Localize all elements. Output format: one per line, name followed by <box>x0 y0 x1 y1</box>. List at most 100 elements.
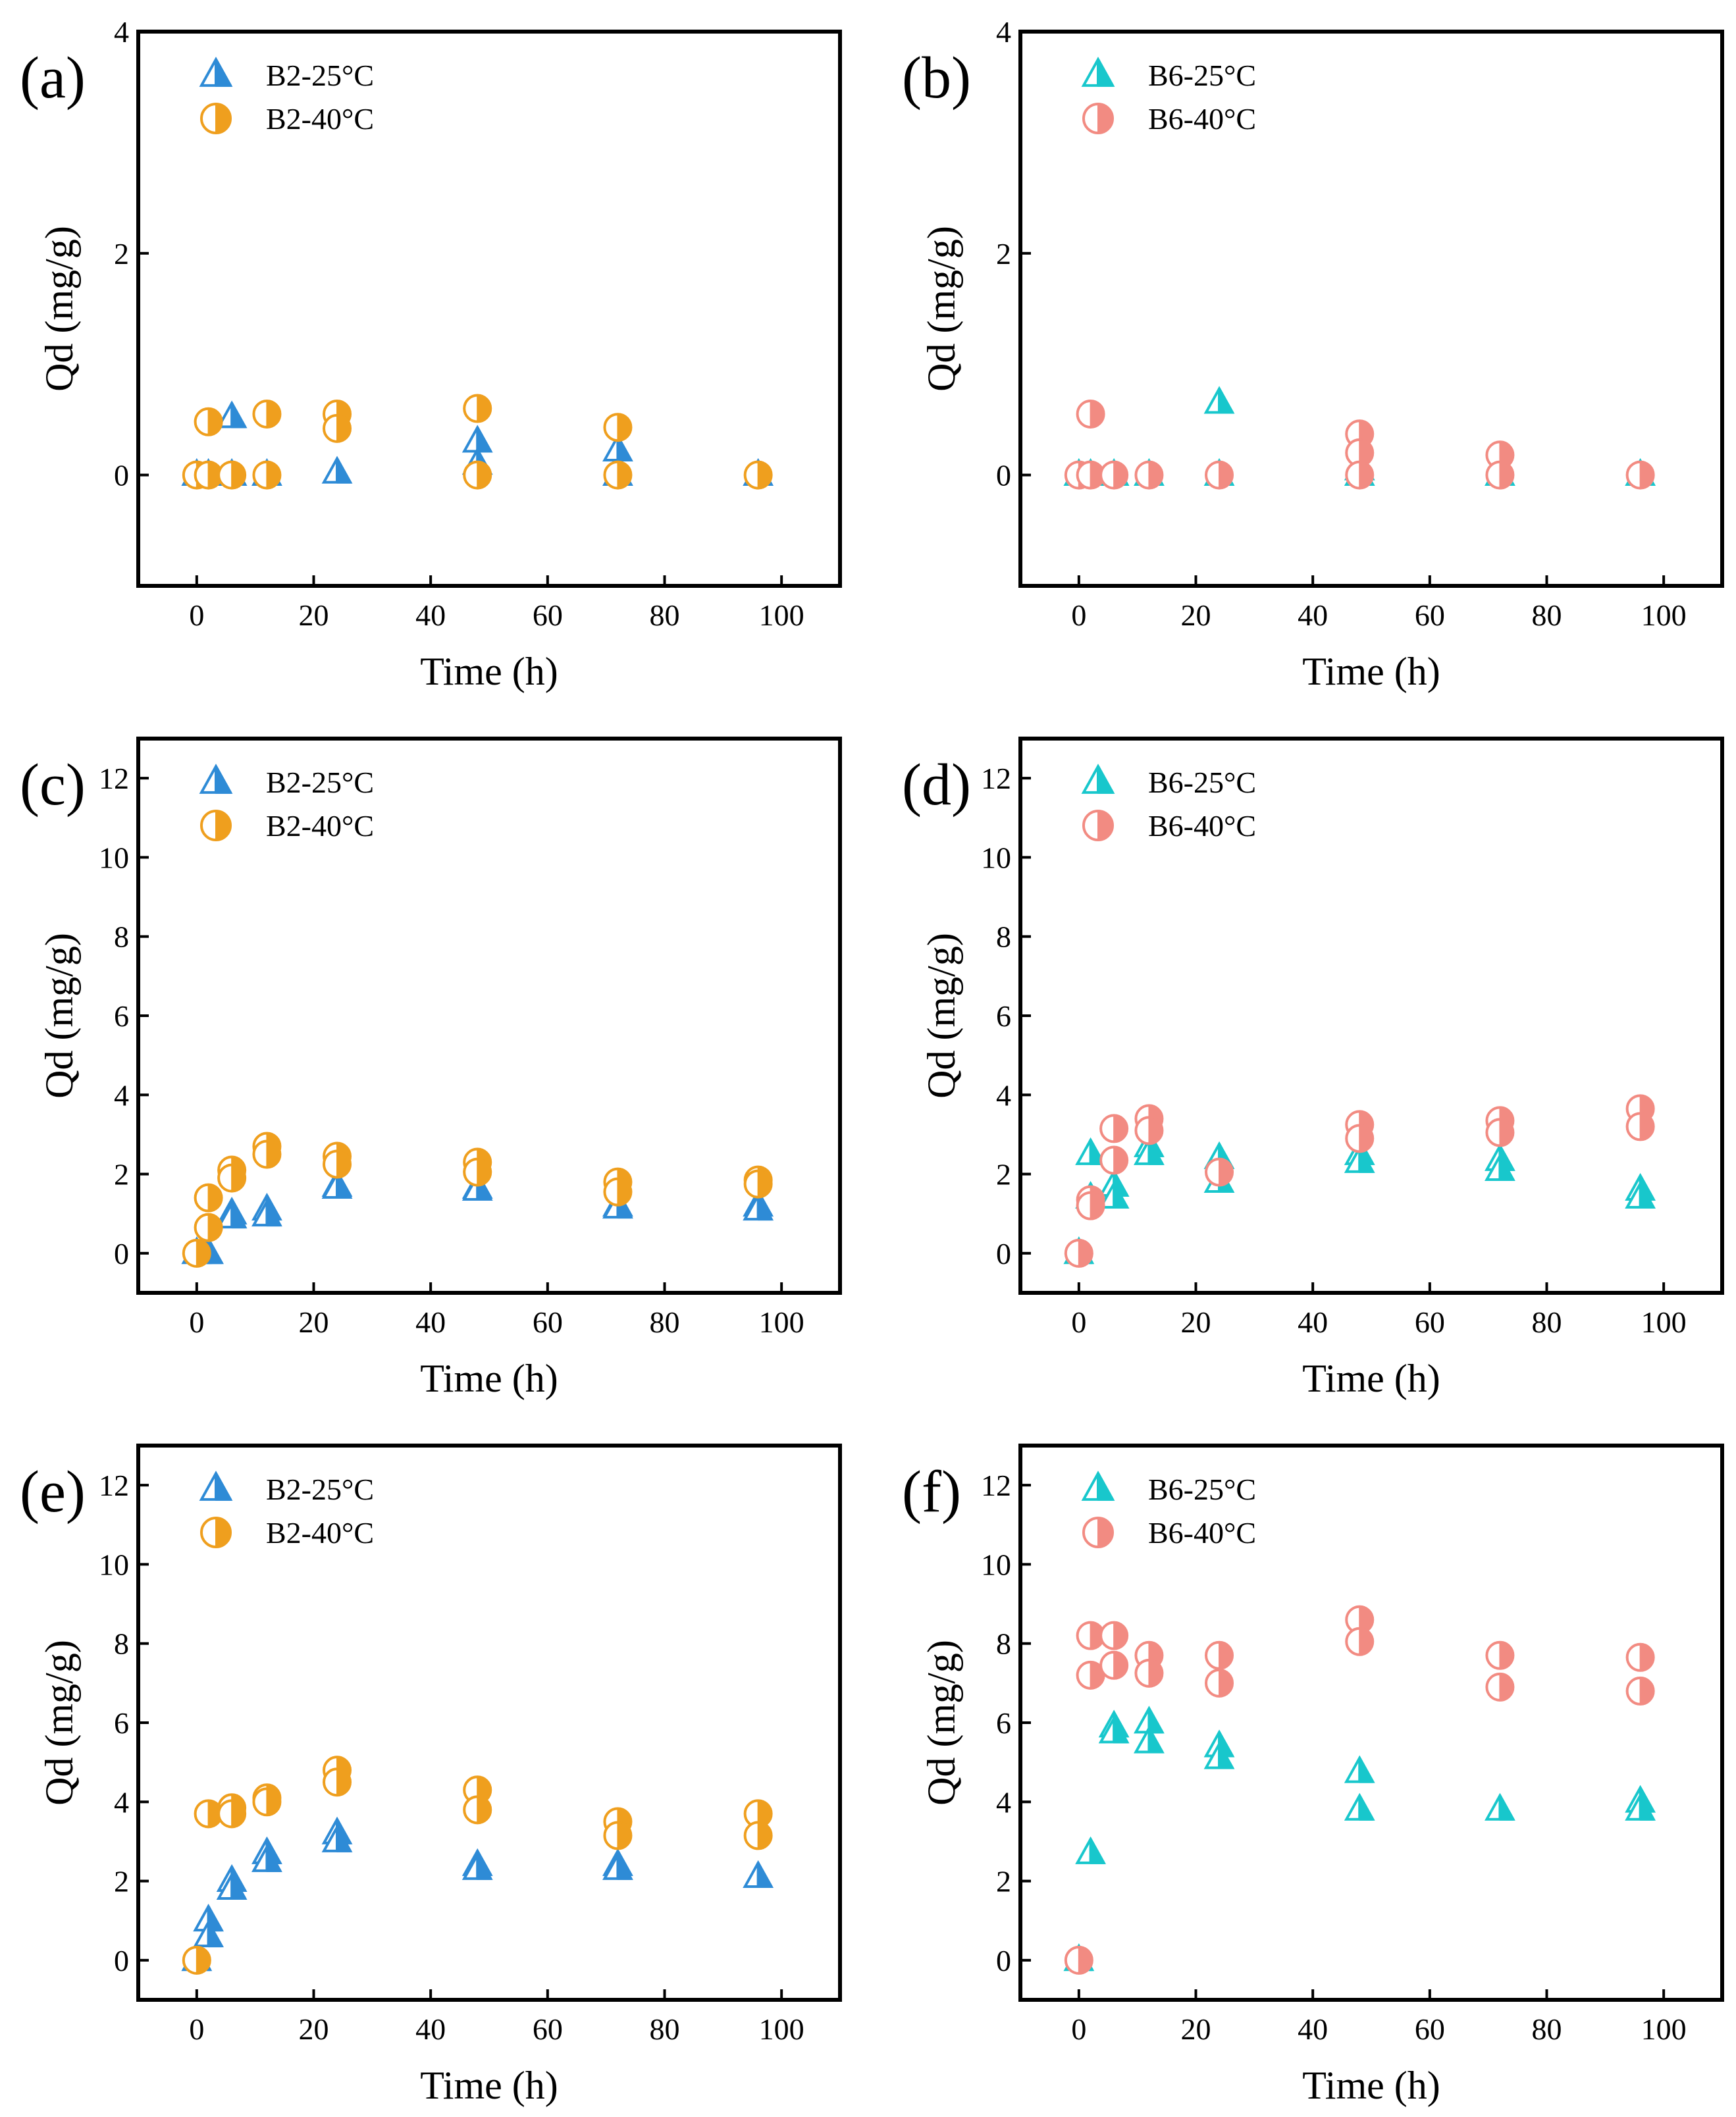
data-point-f-s1-3 <box>1099 1621 1129 1650</box>
data-point-c-s0-13 <box>743 1192 774 1221</box>
y-tick-label-e-8: 8 <box>114 1627 129 1661</box>
y-tick-label-e-2: 2 <box>114 1865 129 1898</box>
x-tick-label-a-60: 60 <box>533 598 563 632</box>
x-axis-title-f: Time (h) <box>1302 2064 1440 2107</box>
data-point-b-s1-1 <box>1076 399 1105 429</box>
axes-frame-d <box>1018 737 1724 1295</box>
data-point-e-s0-10 <box>461 1852 493 1880</box>
x-tick-label-a-80: 80 <box>650 598 680 632</box>
axes-frame-f <box>1018 1444 1724 2002</box>
data-point-c-s0-3 <box>216 1201 248 1229</box>
x-tick-label-c-100: 100 <box>759 1305 804 1339</box>
y-tick-label-c-0: 0 <box>114 1237 129 1270</box>
legend-label-b-1: B6-40°C <box>1148 102 1256 136</box>
data-point-e-s1-1 <box>194 1799 223 1829</box>
legend-label-c-1: B2-40°C <box>266 809 374 843</box>
panel-c: (c) 0 20 40 60 80 100 0 2 4 6 8 10 12 Time (h) Qd (mg/g… <box>20 737 842 1400</box>
data-point-e-s0-13 <box>743 1860 774 1888</box>
y-tick-label-d-0: 0 <box>996 1237 1011 1270</box>
x-tick-label-e-100: 100 <box>759 2012 804 2046</box>
data-point-d-s1-7 <box>1205 1157 1234 1187</box>
x-tick-label-b-20: 20 <box>1181 598 1211 632</box>
axes-frame-c <box>136 737 842 1295</box>
data-point-d-s1-3 <box>1099 1114 1129 1143</box>
y-tick-label-c-2: 2 <box>114 1158 129 1191</box>
data-point-c-s1-2 <box>194 1213 223 1242</box>
data-point-c-s1-8 <box>323 1149 352 1179</box>
y-tick-label-a-4: 4 <box>114 15 129 49</box>
data-point-a-s0-2 <box>216 400 248 429</box>
x-axis-title-c: Time (h) <box>420 1357 558 1400</box>
axes-frame-b <box>1018 30 1724 588</box>
y-tick-label-e-4: 4 <box>114 1785 129 1819</box>
data-point-a-s1-3 <box>217 460 247 490</box>
data-point-f-s0-12 <box>1625 1792 1656 1821</box>
data-point-c-s1-4 <box>217 1163 247 1193</box>
data-point-f-s1-9 <box>1345 1605 1375 1634</box>
data-point-c-s1-12 <box>603 1177 633 1207</box>
data-point-f-s1-13 <box>1625 1642 1655 1672</box>
data-point-f-s0-5 <box>1134 1725 1165 1754</box>
y-tick-label-c-4: 4 <box>114 1078 129 1112</box>
panel-b: (b) 0 20 40 60 80 100 0 2 4 Time (h) Qd (mg/g) B6-25… <box>902 15 1724 693</box>
x-tick-label-e-20: 20 <box>299 2012 329 2046</box>
data-point-f-s1-8 <box>1205 1668 1234 1698</box>
y-tick-label-b-2: 2 <box>996 237 1011 271</box>
data-point-c-s1-0 <box>182 1238 211 1268</box>
legend-label-f-0: B6-25°C <box>1148 1473 1256 1506</box>
legend-marker-c-1 <box>200 810 232 841</box>
data-point-a-s1-11 <box>603 460 633 490</box>
legend-marker-d-1 <box>1082 810 1114 841</box>
x-tick-label-d-80: 80 <box>1532 1305 1562 1339</box>
data-point-f-s1-12 <box>1485 1672 1515 1702</box>
legend-marker-e-0 <box>199 1471 233 1501</box>
x-axis-title-e: Time (h) <box>420 2064 558 2107</box>
legend-marker-b-1 <box>1082 103 1114 134</box>
x-axis-title-d: Time (h) <box>1302 1357 1440 1400</box>
y-tick-label-e-10: 10 <box>99 1548 129 1581</box>
y-axis-title-b: Qd (mg/g) <box>920 226 963 392</box>
x-tick-label-b-80: 80 <box>1532 598 1562 632</box>
data-point-f-s1-4 <box>1099 1650 1129 1680</box>
data-point-d-s1-6 <box>1134 1116 1164 1145</box>
x-tick-label-d-100: 100 <box>1641 1305 1687 1339</box>
data-point-b-s1-2 <box>1076 460 1105 490</box>
axes-frame-e <box>136 1444 842 2002</box>
data-point-e-s0-2 <box>193 1920 224 1948</box>
y-tick-label-a-2: 2 <box>114 237 129 271</box>
data-point-d-s0-6 <box>1134 1137 1165 1165</box>
x-tick-label-c-0: 0 <box>189 1305 204 1339</box>
data-point-d-s0-4 <box>1098 1180 1130 1209</box>
panel-label-e: (e) <box>20 1459 86 1525</box>
legend-label-b-0: B6-25°C <box>1148 59 1256 92</box>
y-tick-label-c-12: 12 <box>99 762 129 795</box>
x-tick-label-d-0: 0 <box>1071 1305 1086 1339</box>
data-point-e-s0-6 <box>251 1844 282 1872</box>
x-tick-label-e-0: 0 <box>189 2012 204 2046</box>
data-point-c-s0-7 <box>321 1170 353 1199</box>
y-tick-label-b-4: 4 <box>996 15 1011 49</box>
legend-marker-f-0 <box>1081 1471 1115 1501</box>
data-point-a-s1-9 <box>463 460 492 490</box>
x-tick-label-c-20: 20 <box>299 1305 329 1339</box>
y-tick-label-f-4: 4 <box>996 1785 1011 1819</box>
y-tick-label-a-0: 0 <box>114 459 129 492</box>
x-tick-label-e-60: 60 <box>533 2012 563 2046</box>
data-point-a-s0-5 <box>321 456 353 484</box>
y-axis-title-c: Qd (mg/g) <box>38 933 81 1099</box>
data-point-a-s1-5 <box>252 460 282 490</box>
x-tick-label-f-60: 60 <box>1415 2012 1445 2046</box>
legend-marker-f-1 <box>1082 1517 1114 1548</box>
data-point-a-s1-4 <box>252 399 282 429</box>
data-point-d-s0-12 <box>1485 1153 1515 1181</box>
data-point-d-s1-0 <box>1064 1238 1093 1268</box>
x-tick-label-a-40: 40 <box>415 598 446 632</box>
legend-label-d-0: B6-25°C <box>1148 766 1256 799</box>
data-point-b-s1-8 <box>1345 460 1375 490</box>
y-tick-label-d-4: 4 <box>996 1078 1011 1112</box>
panel-a: (a) 0 20 40 60 80 100 0 2 4 Time (h) Qd (mg/g) B2-25… <box>20 15 842 693</box>
data-point-b-s1-11 <box>1625 460 1655 490</box>
y-tick-label-d-10: 10 <box>981 841 1011 874</box>
y-tick-label-d-2: 2 <box>996 1158 1011 1191</box>
